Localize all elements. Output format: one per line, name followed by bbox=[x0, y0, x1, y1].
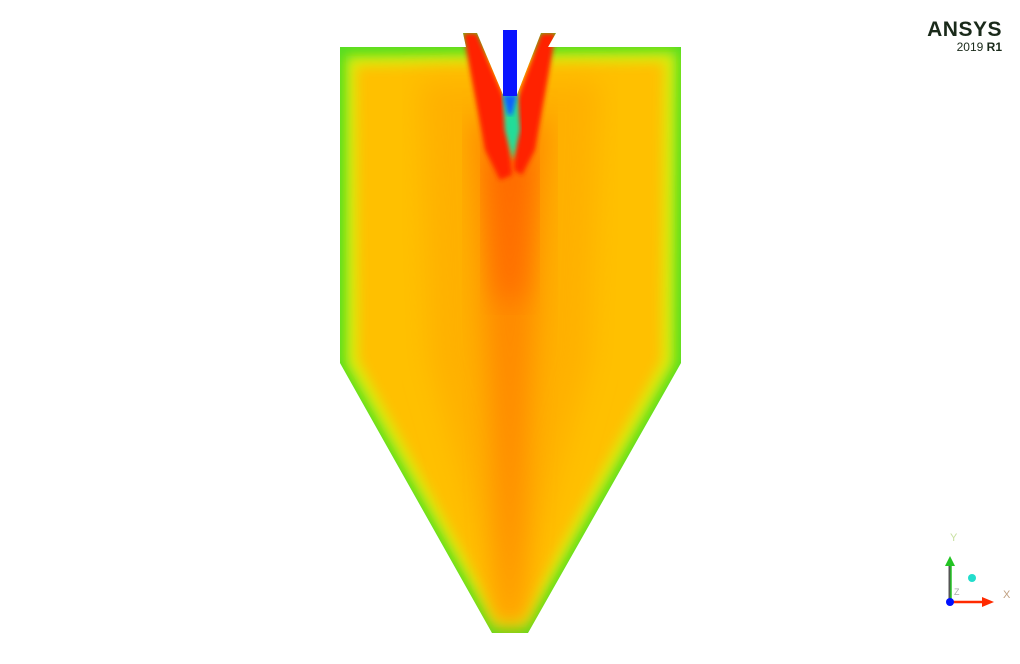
z-axis-label: Z bbox=[954, 587, 960, 597]
logo-version-release: R1 bbox=[986, 40, 1002, 54]
y-axis-label: Y bbox=[950, 532, 958, 544]
contour-field bbox=[340, 33, 681, 633]
inlet-right-jet bbox=[514, 33, 556, 175]
x-axis-label: X bbox=[1003, 589, 1011, 601]
ansys-logo: ANSYS 2019 R1 bbox=[927, 18, 1002, 54]
logo-version-year: 2019 bbox=[956, 40, 984, 54]
jet-tip bbox=[503, 95, 517, 115]
core-plume bbox=[470, 120, 550, 630]
inlet-left-jet bbox=[463, 33, 512, 180]
z-axis-dot bbox=[946, 598, 954, 606]
rotation-center-dot bbox=[968, 574, 976, 582]
logo-brand: ANSYS bbox=[927, 18, 1002, 41]
core-hot bbox=[485, 150, 535, 300]
axis-triad[interactable] bbox=[945, 556, 994, 607]
central-jet-inlet bbox=[503, 30, 517, 96]
